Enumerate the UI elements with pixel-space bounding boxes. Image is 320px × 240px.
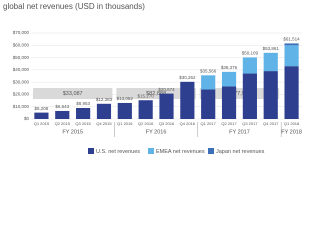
bar-segment — [138, 100, 153, 119]
y-tick-label: $60,000 — [13, 42, 30, 47]
bar-segment — [221, 86, 237, 119]
bar-segment — [284, 66, 299, 119]
bar-segment — [284, 43, 299, 46]
x-tick-label: Q3 2015 — [75, 121, 91, 126]
bar-segment — [284, 45, 299, 67]
fy-total-box — [116, 88, 196, 99]
fy-label: FY 2016 — [146, 129, 167, 135]
bar-segment — [117, 102, 132, 119]
total-label: $12,383 — [96, 97, 113, 102]
legend-swatch — [208, 148, 214, 154]
fy-label: FY 2015 — [62, 129, 83, 135]
total-label: $8,953 — [76, 101, 90, 106]
bar-segment — [34, 112, 49, 119]
total-label: $15,270 — [138, 93, 155, 98]
total-label: $30,262 — [179, 75, 196, 80]
x-tick-label: Q3 2017 — [242, 121, 258, 126]
total-label: $53,861 — [263, 46, 280, 51]
x-tick-label: Q2 2015 — [55, 121, 71, 126]
total-label: $5,208 — [35, 106, 49, 111]
bar-segment — [180, 81, 195, 119]
bar-segment — [242, 57, 257, 74]
total-label: $6,543 — [55, 104, 69, 109]
x-tick-label: Q1 2015 — [34, 121, 50, 126]
total-label: $38,376 — [221, 65, 238, 70]
x-tick-label: Q3 2016 — [159, 121, 175, 126]
total-label: $50,109 — [242, 51, 259, 56]
fy-total: $33,087 — [63, 91, 83, 97]
fy-label: FY 2018 — [281, 129, 302, 135]
x-tick-label: Q1 2018 — [284, 121, 300, 126]
legend-swatch — [148, 148, 154, 154]
total-label: $61,514 — [283, 37, 300, 42]
chart: global net revenues (USD in thousands) $… — [3, 2, 302, 155]
bar-segment — [263, 52, 278, 72]
y-tick-label: $10,000 — [13, 104, 30, 109]
bar-segment — [201, 75, 216, 90]
y-tick-label: $50,000 — [13, 55, 30, 60]
legend-label: EMEA net revenues — [156, 149, 205, 155]
x-tick-label: Q4 2017 — [263, 121, 279, 126]
fy-total: $82,888 — [146, 91, 166, 97]
y-tick-label: $70,000 — [13, 30, 30, 35]
chart-title: global net revenues (USD in thousands) — [3, 2, 145, 11]
y-tick-label: $40,000 — [13, 67, 30, 72]
x-tick-label: Q2 2017 — [221, 121, 237, 126]
bar-segment — [242, 73, 257, 119]
fy-total-box — [33, 88, 113, 99]
fy-label: FY 2017 — [229, 129, 250, 135]
x-tick-label: Q4 2016 — [180, 121, 196, 126]
total-label: $35,566 — [200, 68, 217, 73]
legend-label: Japan net revenues — [216, 149, 265, 155]
bar-segment — [96, 103, 112, 119]
bar-segment — [159, 93, 174, 119]
y-tick-label: $20,000 — [13, 92, 30, 97]
fy-total-box — [199, 88, 280, 99]
x-tick-label: Q2 2016 — [138, 121, 154, 126]
bar-segment — [55, 110, 70, 119]
bar-segment — [221, 71, 237, 87]
bar-segment — [76, 108, 91, 119]
fy-total: $177,928 — [228, 91, 251, 97]
bar-segment — [201, 89, 216, 119]
y-tick-label: $30,000 — [13, 79, 30, 84]
total-label: $13,052 — [117, 96, 134, 101]
legend-swatch — [88, 148, 94, 154]
x-tick-label: Q1 2017 — [201, 121, 217, 126]
legend-label: U.S. net revenues — [96, 149, 140, 155]
bar-segment — [263, 71, 278, 119]
x-tick-label: Q1 2016 — [117, 121, 133, 126]
total-label: $20,674 — [158, 87, 175, 92]
y-tick-label: $0 — [24, 116, 30, 121]
x-tick-label: Q4 2015 — [96, 121, 112, 126]
